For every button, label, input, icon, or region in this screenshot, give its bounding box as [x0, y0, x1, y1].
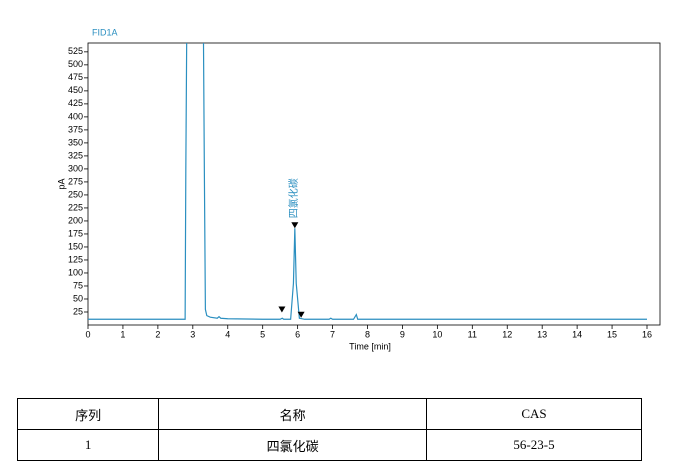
y-tick-label: 475: [68, 72, 83, 82]
y-tick-label: 50: [73, 293, 83, 303]
x-tick-label: 11: [468, 329, 477, 339]
y-tick-label: 175: [68, 228, 83, 238]
peak-marker: [297, 311, 305, 318]
y-tick-label: 275: [68, 176, 83, 186]
cell: 1: [16, 429, 160, 461]
x-tick-label: 4: [225, 329, 230, 339]
x-axis-label: Time [min]: [349, 341, 391, 351]
x-tick-label: 13: [537, 329, 547, 339]
cell: 四氯化碳: [158, 429, 427, 461]
x-tick-label: 10: [432, 329, 442, 339]
y-tick-label: 350: [68, 137, 83, 147]
y-tick-label: 75: [73, 280, 83, 290]
header-cell: CAS: [425, 398, 643, 430]
x-tick-label: 15: [607, 329, 617, 339]
plot-frame: [87, 42, 661, 326]
y-tick-label: 325: [68, 150, 83, 160]
signal-line: [88, 43, 647, 320]
x-tick-label: 3: [190, 329, 195, 339]
x-tick-label: 12: [502, 329, 512, 339]
chart: FID1A Time [min] pA 25507510012515017520…: [56, 27, 661, 351]
x-tick-label: 0: [85, 329, 90, 339]
x-tick-label: 7: [330, 329, 335, 339]
y-tick-label: 100: [68, 267, 83, 277]
y-tick-label: 225: [68, 202, 83, 212]
cell: 56-23-5: [425, 429, 643, 461]
y-tick-label: 525: [68, 46, 83, 56]
y-tick-label: 125: [68, 254, 83, 264]
x-tick-label: 9: [400, 329, 405, 339]
chart-title: FID1A: [92, 27, 118, 37]
y-tick-label: 25: [73, 306, 83, 316]
x-tick-label: 1: [120, 329, 125, 339]
x-tick-label: 14: [572, 329, 582, 339]
y-tick-label: 200: [68, 215, 83, 225]
y-tick-label: 450: [68, 85, 83, 95]
y-tick-label: 150: [68, 241, 83, 251]
y-tick-label: 250: [68, 189, 83, 199]
y-tick-label: 300: [68, 163, 83, 173]
peak-marker: [278, 306, 286, 313]
table: 序列 名称 CAS 1 四氯化碳 56-23-5: [16, 398, 643, 461]
peak-marker: [291, 222, 299, 229]
x-tick-label: 16: [642, 329, 652, 339]
y-tick-label: 425: [68, 98, 83, 108]
header-cell: 序列: [16, 398, 160, 430]
y-tick-label: 500: [68, 59, 83, 69]
x-tick-label: 2: [155, 329, 160, 339]
x-tick-label: 5: [260, 329, 265, 339]
y-axis-label: pA: [56, 178, 66, 189]
y-tick-label: 400: [68, 111, 83, 121]
header-cell: 名称: [158, 398, 427, 430]
peak-annotation: 四氯化碳: [287, 178, 300, 218]
x-tick-label: 8: [365, 329, 370, 339]
x-tick-label: 6: [295, 329, 300, 339]
y-tick-label: 375: [68, 124, 83, 134]
